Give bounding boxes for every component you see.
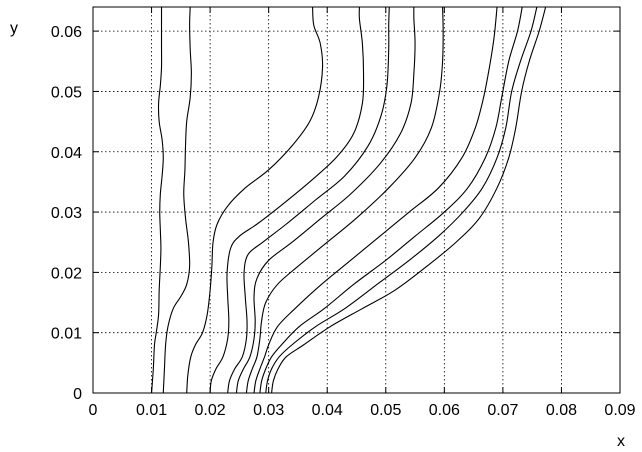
curves (151, 6, 547, 394)
series-line-7 (245, 6, 444, 394)
y-tick-label: 0.02 (51, 265, 82, 282)
x-tick-label: 0.07 (487, 402, 518, 419)
plot-frame (92, 6, 621, 394)
series-line-4 (209, 6, 365, 394)
x-tick-label: 0.08 (546, 402, 577, 419)
y-tick-label: 0 (73, 386, 82, 403)
x-tick-label: 0.05 (370, 402, 401, 419)
y-tick-label: 0.06 (51, 24, 82, 41)
x-tick-label: 0.06 (429, 402, 460, 419)
series-line-2 (162, 6, 192, 394)
x-tick-label: 0 (89, 402, 98, 419)
x-tick-label: 0.01 (136, 402, 167, 419)
series-line-8 (253, 6, 498, 394)
series-line-5 (227, 6, 390, 394)
x-tick-label: 0.09 (604, 402, 635, 419)
ticks: 0 0.01 0.02 0.03 0.04 0.05 0.06 0.07 0.08 0.09 0 0.… (51, 7, 636, 419)
y-tick-label: 0.04 (51, 145, 82, 162)
series-line-1 (151, 6, 164, 394)
x-tick-label: 0.04 (312, 402, 343, 419)
x-tick-label: 0.03 (253, 402, 284, 419)
y-tick-label: 0.03 (51, 205, 82, 222)
series-line-3 (186, 6, 324, 394)
series-line-11 (271, 6, 547, 394)
series-line-9 (259, 6, 523, 394)
y-tick-label: 0.05 (51, 84, 82, 101)
x-tick-label: 0.02 (195, 402, 226, 419)
grid (93, 7, 620, 393)
series-line-6 (235, 6, 416, 394)
y-tick-label: 0.01 (51, 326, 82, 343)
x-axis-label: x (617, 433, 625, 450)
y-axis-label: y (10, 20, 18, 37)
series-line-10 (265, 6, 538, 394)
